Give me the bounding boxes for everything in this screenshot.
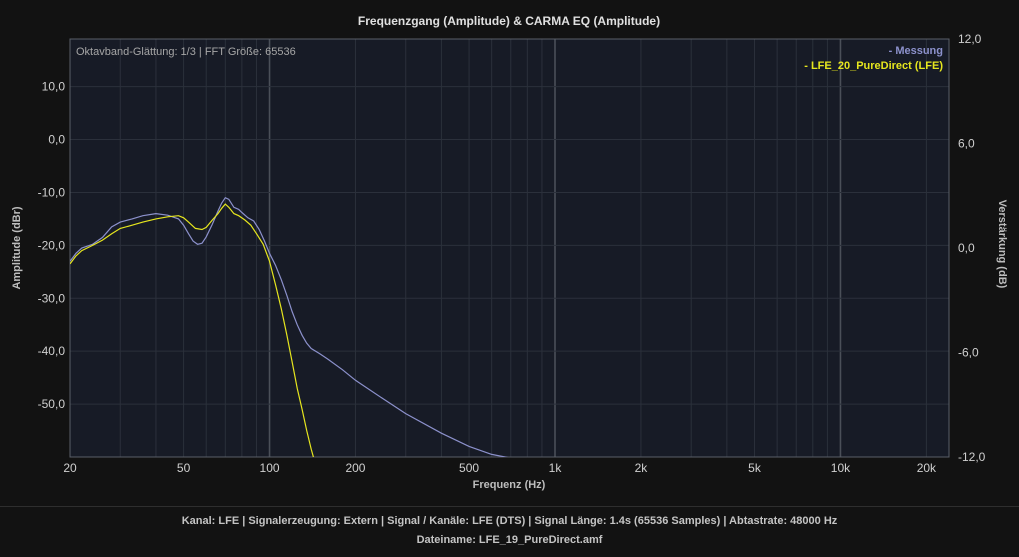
y-tick-label: -30,0 (38, 291, 66, 305)
x-tick-label: 2k (635, 461, 649, 475)
y2-axis-label: Verstärkung (dB) (996, 200, 1008, 289)
x-tick-label: 500 (459, 461, 479, 475)
y2-tick-label: 6,0 (958, 137, 975, 151)
y-tick-label: 10,0 (42, 80, 66, 94)
x-tick-label: 20 (63, 461, 77, 475)
y2-tick-label: -12,0 (958, 450, 986, 464)
smoothing-annotation: Oktavband-Glättung: 1/3 | FFT Größe: 655… (76, 46, 296, 58)
footer-info: Kanal: LFE | Signalerzeugung: Extern | S… (0, 506, 1019, 557)
legend-entry-messung: - Messung (889, 45, 943, 57)
x-tick-label: 10k (831, 461, 851, 475)
x-tick-label: 20k (917, 461, 937, 475)
y-tick-label: -50,0 (38, 397, 66, 411)
x-tick-label: 100 (260, 461, 280, 475)
y-axis-label: Amplitude (dBr) (11, 206, 23, 289)
y-tick-label: -40,0 (38, 344, 66, 358)
plot-background (70, 39, 949, 457)
legend-entry-lfe-puredirect: - LFE_20_PureDirect (LFE) (804, 60, 943, 72)
x-tick-label: 200 (345, 461, 365, 475)
x-tick-label: 1k (549, 461, 563, 475)
y-tick-label: -20,0 (38, 238, 66, 252)
x-axis-label: Frequenz (Hz) (473, 479, 546, 491)
x-tick-labels: 20 50 100 200 500 1k 2k 5k 10k 20k (63, 461, 937, 475)
plot-frame (69, 38, 950, 458)
y-tick-label: -10,0 (38, 185, 66, 199)
frequency-response-chart: 20 50 100 200 500 1k 2k 5k 10k 20k 10,0 0,0 -10,0 -2… (11, 14, 1008, 491)
series-line-0 (70, 196, 509, 457)
grid (69, 39, 949, 457)
y2-tick-label: 0,0 (958, 241, 975, 255)
chart-title: Frequenzgang (Amplitude) & CARMA EQ (Amp… (358, 14, 660, 28)
series-line-1 (70, 203, 315, 457)
y2-tick-label: -6,0 (958, 346, 979, 360)
series-layer (70, 196, 509, 457)
y-tick-labels: 10,0 0,0 -10,0 -20,0 -30,0 -40,0 -50,0 (38, 80, 66, 411)
footer-filename: Dateiname: LFE_19_PureDirect.amf (416, 534, 603, 546)
y2-tick-labels: 12,0 6,0 0,0 -6,0 -12,0 (958, 32, 986, 464)
y2-tick-label: 12,0 (958, 32, 982, 46)
y-tick-label: 0,0 (48, 133, 65, 147)
footer-signal-info: Kanal: LFE | Signalerzeugung: Extern | S… (181, 515, 838, 527)
x-tick-label: 5k (748, 461, 762, 475)
x-tick-label: 50 (177, 461, 191, 475)
